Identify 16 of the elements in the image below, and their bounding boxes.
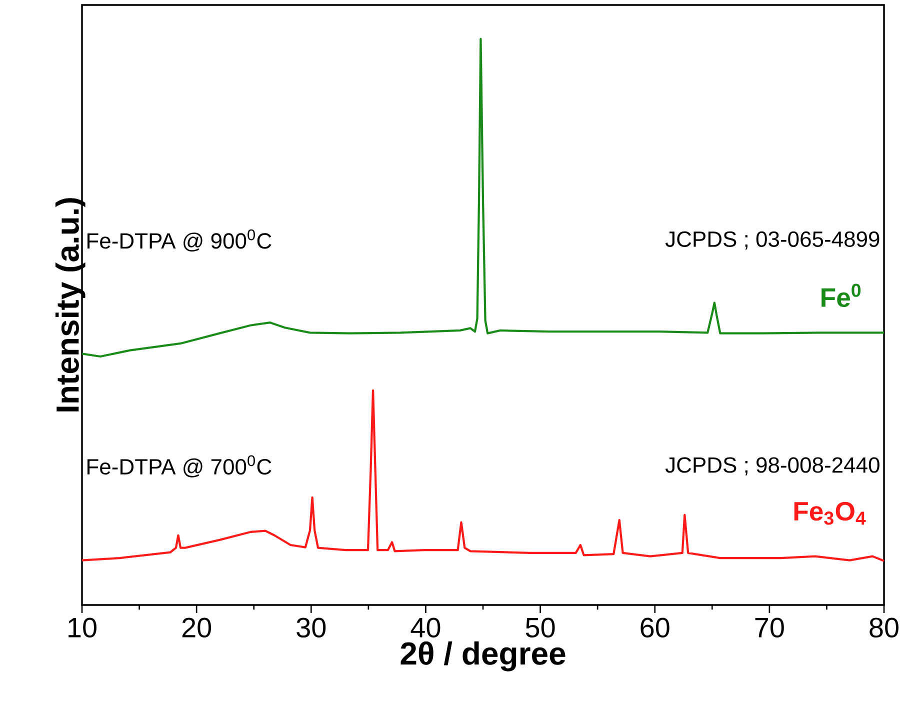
x-axis-title: 2θ / degree <box>400 641 566 672</box>
x-tick-label: 50 <box>526 618 555 638</box>
annotation: Fe-DTPA @ 900$^{0}$C <box>88 229 272 252</box>
annotation: Fe-DTPA @ 700$^{0}$C <box>88 455 272 478</box>
y-axis-title: Intensity (a.u.) <box>55 198 86 412</box>
x-tick-label: 80 <box>870 618 898 638</box>
annotation: Fe$^{0}$ <box>822 284 861 308</box>
x-tick-label: 40 <box>410 618 440 638</box>
x-tick-label: 30 <box>296 618 326 638</box>
x-tick-label: 20 <box>182 618 212 638</box>
annotation: Fe$_{3}$O$_{4}$ <box>794 502 866 525</box>
annotation: JCPDS ; 03-065-4899 <box>665 231 880 250</box>
x-tick-label: 10 <box>68 618 96 638</box>
annotation: JCPDS ; 98-008-2440 <box>665 457 880 476</box>
x-tick-label: 70 <box>755 618 784 638</box>
x-tick-label: 60 <box>640 618 670 638</box>
